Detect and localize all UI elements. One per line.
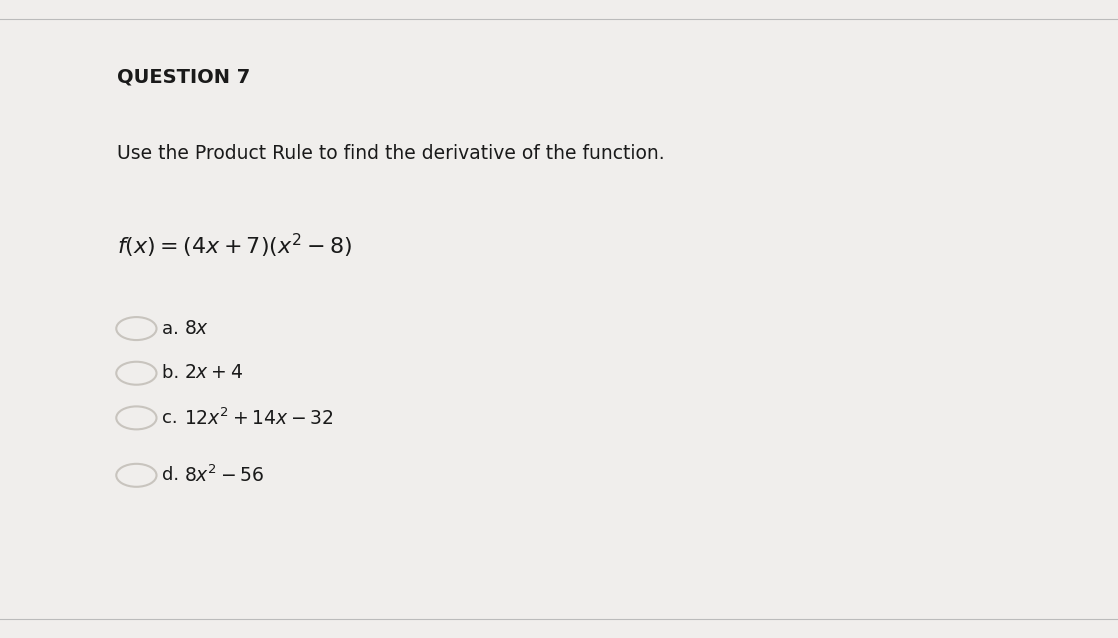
Text: $8x$: $8x$: [184, 320, 210, 338]
Text: $2x + 4$: $2x + 4$: [184, 364, 244, 382]
Text: $12x^2 + 14x - 32$: $12x^2 + 14x - 32$: [184, 407, 334, 429]
Text: $f(x) = (4x + 7)(x^2 - 8)$: $f(x) = (4x + 7)(x^2 - 8)$: [117, 232, 353, 260]
Text: $8x^2 - 56$: $8x^2 - 56$: [184, 464, 265, 486]
Text: d.: d.: [162, 466, 184, 484]
Text: b.: b.: [162, 364, 186, 382]
Text: Use the Product Rule to find the derivative of the function.: Use the Product Rule to find the derivat…: [117, 144, 665, 163]
Text: c.: c.: [162, 409, 183, 427]
Text: a.: a.: [162, 320, 184, 338]
Text: QUESTION 7: QUESTION 7: [117, 67, 250, 86]
